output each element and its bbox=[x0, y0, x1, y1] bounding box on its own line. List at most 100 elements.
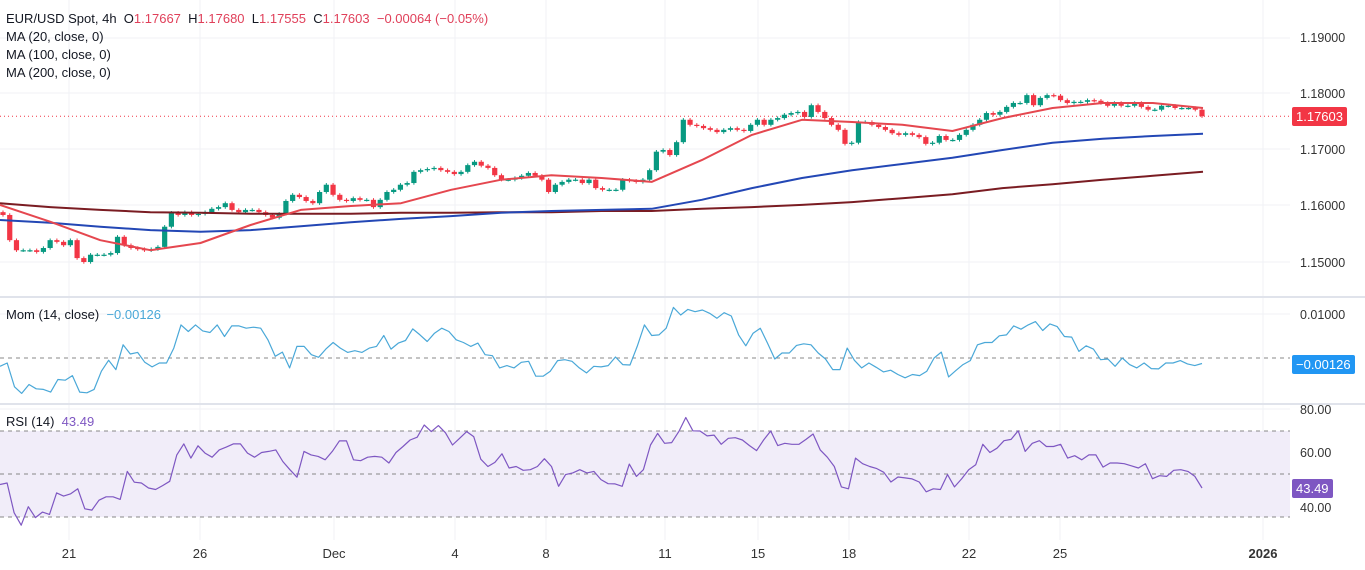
candle bbox=[963, 128, 969, 137]
candle bbox=[168, 211, 174, 229]
close-label: C bbox=[313, 11, 323, 26]
candle bbox=[370, 198, 377, 209]
date-tick: Dec bbox=[322, 546, 346, 561]
ma100-legend[interactable]: MA (100, close, 0) bbox=[6, 47, 111, 62]
candle bbox=[20, 248, 26, 252]
ma20-line bbox=[0, 102, 1204, 252]
candle-body bbox=[525, 172, 532, 176]
candle bbox=[586, 178, 592, 185]
candle-body bbox=[1024, 95, 1030, 103]
candle-body bbox=[384, 192, 390, 200]
low-value: 1.17555 bbox=[259, 11, 306, 26]
candle bbox=[182, 210, 188, 217]
candle bbox=[990, 111, 996, 117]
candle bbox=[956, 133, 963, 142]
candle-body bbox=[903, 133, 909, 135]
candle-body bbox=[734, 128, 740, 130]
candle-body bbox=[781, 114, 787, 119]
candle bbox=[822, 110, 828, 120]
candle-body bbox=[269, 214, 276, 218]
candle-body bbox=[983, 113, 990, 120]
candle bbox=[0, 210, 6, 217]
candle bbox=[882, 125, 889, 132]
candle-body bbox=[242, 209, 249, 213]
candle-body bbox=[121, 236, 127, 246]
candle bbox=[162, 225, 168, 249]
candle bbox=[754, 118, 761, 127]
candle-body bbox=[687, 119, 693, 125]
candle-body bbox=[822, 111, 828, 119]
rsi-label: RSI (14) bbox=[6, 414, 55, 429]
candle-body bbox=[1138, 102, 1144, 107]
candle-body bbox=[67, 240, 73, 246]
candle bbox=[673, 140, 680, 157]
candle bbox=[795, 110, 801, 115]
candle-body bbox=[1172, 105, 1178, 108]
candle bbox=[613, 188, 619, 192]
candle bbox=[1125, 104, 1131, 108]
price-tick: 1.15000 bbox=[1300, 256, 1345, 270]
mom-legend[interactable]: Mom (14, close) −0.00126 bbox=[6, 306, 161, 324]
candle-body bbox=[956, 134, 963, 140]
candle-body bbox=[108, 253, 114, 255]
candle-body bbox=[458, 171, 464, 175]
candle bbox=[660, 148, 666, 154]
candle bbox=[323, 183, 329, 194]
candle-body bbox=[849, 142, 855, 144]
candle-body bbox=[660, 150, 666, 152]
candle bbox=[222, 201, 228, 209]
candle-body bbox=[700, 125, 707, 129]
candle-body bbox=[182, 212, 188, 215]
candle bbox=[357, 196, 363, 202]
candle-body bbox=[229, 203, 235, 210]
candle-body bbox=[498, 175, 505, 180]
candle-body bbox=[876, 124, 882, 128]
date-tick: 22 bbox=[962, 546, 976, 561]
candle-body bbox=[741, 129, 747, 132]
candle-body bbox=[707, 128, 713, 130]
candle bbox=[350, 196, 356, 203]
candle-body bbox=[350, 198, 356, 201]
candle-body bbox=[620, 179, 626, 190]
candle-body bbox=[47, 240, 53, 248]
candle bbox=[316, 190, 323, 205]
candle-body bbox=[316, 192, 323, 204]
candle-body bbox=[1111, 102, 1118, 106]
ma200-legend[interactable]: MA (200, close, 0) bbox=[6, 65, 111, 80]
candle bbox=[808, 103, 814, 119]
candle-body bbox=[471, 161, 478, 166]
symbol-legend[interactable]: EUR/USD Spot, 4h O1.17667 H1.17680 L1.17… bbox=[6, 10, 488, 28]
candle-body bbox=[215, 207, 222, 209]
candle bbox=[67, 238, 73, 247]
candle bbox=[768, 118, 774, 127]
candle-body bbox=[613, 189, 619, 191]
candle bbox=[842, 128, 848, 146]
candle bbox=[108, 251, 114, 257]
candle bbox=[465, 163, 471, 174]
price-axis[interactable]: 1.19000 1.18000 1.17000 1.16000 1.15000 … bbox=[1300, 31, 1345, 515]
candle-body bbox=[310, 200, 316, 204]
candle bbox=[337, 193, 343, 202]
close-value: 1.17603 bbox=[322, 11, 370, 26]
candle-body bbox=[572, 179, 579, 181]
rsi-legend[interactable]: RSI (14) 43.49 bbox=[6, 413, 94, 431]
candle-body bbox=[673, 142, 680, 156]
candle bbox=[310, 199, 316, 205]
candle-body bbox=[1044, 95, 1050, 98]
candle-body bbox=[1165, 105, 1171, 107]
candle bbox=[34, 248, 40, 254]
candle-body bbox=[990, 113, 996, 115]
candle bbox=[1152, 108, 1158, 112]
candle bbox=[667, 148, 673, 157]
candle bbox=[343, 198, 350, 203]
ma20-legend[interactable]: MA (20, close, 0) bbox=[6, 29, 104, 44]
candle-body bbox=[61, 241, 67, 246]
time-axis[interactable]: 21 26 Dec 4 8 11 15 18 22 25 2026 bbox=[62, 546, 1278, 561]
candle-body bbox=[929, 142, 936, 144]
candle-body bbox=[970, 124, 976, 130]
candle-body bbox=[505, 179, 511, 181]
candle bbox=[290, 193, 296, 203]
candle bbox=[1004, 105, 1010, 114]
candle-body bbox=[714, 129, 720, 133]
